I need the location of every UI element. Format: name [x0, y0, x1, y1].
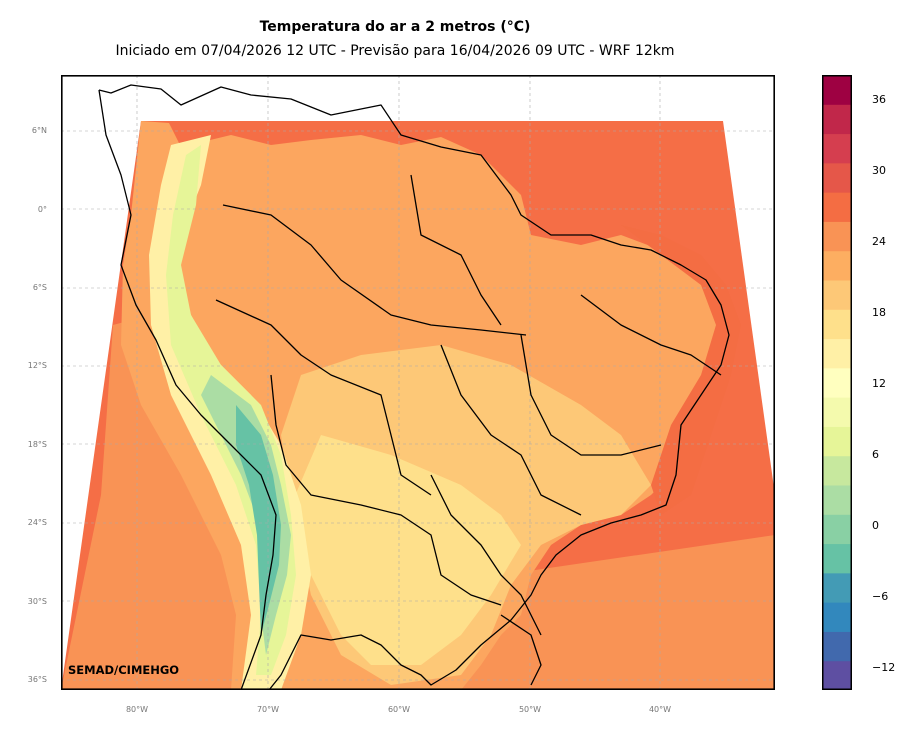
country-border-4 [430, 474, 542, 636]
lat-label-6s: 6°S [32, 283, 47, 292]
lon-label-50w: 50°W [518, 705, 542, 714]
colorbar-label-0: 0 [872, 519, 879, 532]
colorbar-bins [822, 75, 852, 690]
andes-coldest-strip [236, 405, 281, 635]
colorbar-label-12: 12 [872, 377, 886, 390]
colorbar-label-6: 6 [872, 448, 879, 461]
colorbar-bin [822, 543, 852, 574]
state-border-3 [440, 344, 582, 516]
lon-label-70w: 70°W [256, 705, 280, 714]
map-subtitle: Iniciado em 07/04/2026 12 UTC - Previsão… [115, 43, 675, 59]
colorbar-bin [822, 162, 852, 193]
colorbar-bin [822, 397, 852, 427]
lat-label-36s: 36°S [27, 675, 47, 684]
colorbar-label-18: 18 [872, 306, 886, 319]
colorbar-bin [822, 485, 852, 515]
coastline [98, 84, 730, 690]
lon-label-60w: 60°W [387, 705, 411, 714]
country-border-2 [215, 299, 432, 496]
colorbar [822, 75, 852, 690]
map-frame [61, 75, 775, 690]
state-border-4 [580, 294, 722, 376]
colorbar-bin [822, 75, 852, 105]
colorbar-bin [822, 367, 852, 398]
colorbar-bin [822, 250, 852, 281]
colorbar-bin [822, 338, 852, 369]
colorbar-bin [822, 221, 852, 252]
state-border [410, 174, 502, 326]
colorbar-frame [822, 75, 852, 690]
lat-label-6n: 6°N [31, 126, 47, 135]
colorbar-bin [822, 514, 852, 545]
lat-label-18s: 18°S [27, 440, 47, 449]
lat-label-30s: 30°S [27, 597, 47, 606]
colorbar-bin [822, 133, 852, 164]
colorbar-label-30: 30 [872, 164, 886, 177]
colorbar-bin [822, 280, 852, 310]
graticule [61, 75, 775, 690]
colorbar-bin [822, 426, 852, 457]
colorbar-bin [822, 631, 852, 662]
colorbar-bin [822, 660, 852, 690]
colorbar-label-24: 24 [872, 235, 886, 248]
temperature-map [61, 75, 775, 690]
northeast-coast-warm [621, 225, 741, 515]
credit-label: SEMAD/CIMEHGO [68, 663, 180, 677]
country-border [222, 204, 527, 336]
colorbar-label-neg12: −12 [872, 661, 896, 674]
state-border-2 [520, 334, 662, 456]
lon-label-80w: 80°W [125, 705, 149, 714]
map-title: Temperatura do ar a 2 metros (°C) [259, 19, 531, 35]
colorbar-bin [822, 602, 852, 632]
colorbar-label-neg6: −6 [872, 590, 889, 603]
colorbar-bin [822, 455, 852, 486]
lat-label-24s: 24°S [27, 518, 47, 527]
pacific-band [61, 315, 251, 690]
colorbar-bin [822, 192, 852, 222]
colorbar-bin [822, 104, 852, 135]
boundaries [98, 84, 730, 690]
state-border-5 [500, 614, 542, 686]
lon-label-40w: 40°W [648, 705, 672, 714]
lat-label-12s: 12°S [27, 361, 47, 370]
lat-label-0: 0° [37, 205, 47, 214]
country-border-3 [270, 374, 502, 606]
colorbar-bin [822, 309, 852, 340]
colorbar-label-36: 36 [872, 93, 886, 106]
pacific-coastline [98, 89, 277, 690]
central-mild-field [291, 435, 521, 665]
colorbar-bin [822, 572, 852, 603]
